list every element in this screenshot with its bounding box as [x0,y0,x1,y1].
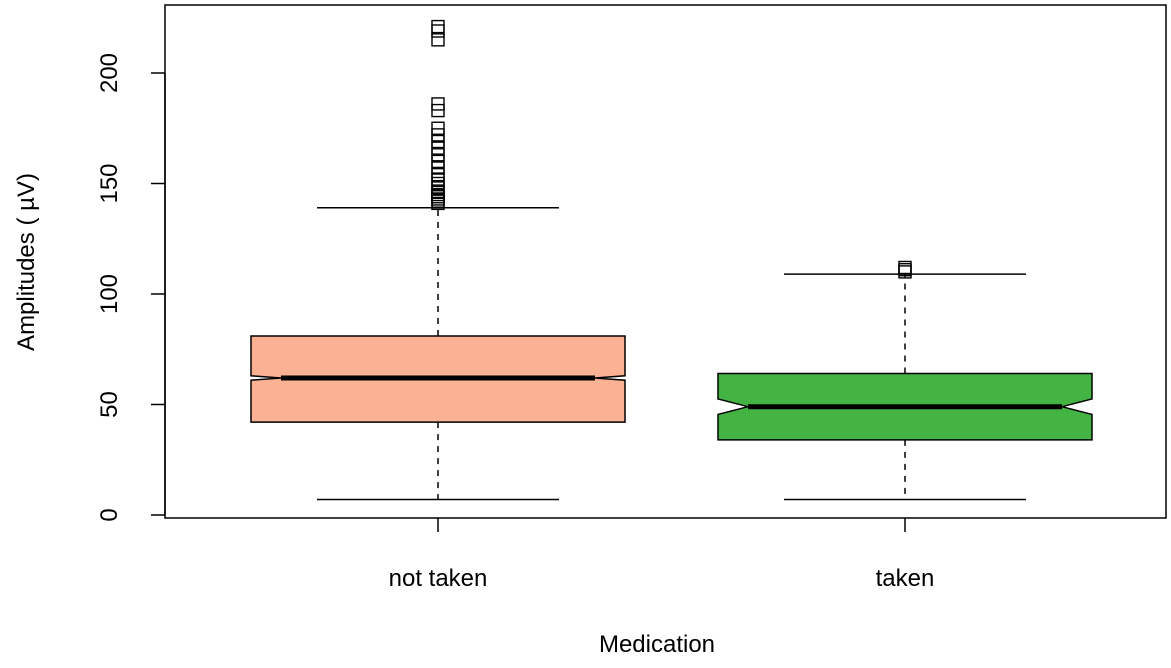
y-tick-label: 100 [96,274,123,314]
outlier-point [431,176,445,191]
outlier-point [431,97,445,111]
box-taken [717,260,1093,501]
outlier-point [431,24,445,38]
y-tick-label: 50 [96,391,123,418]
outlier-point [431,33,445,47]
y-tick-label: 200 [96,53,123,93]
x-tick-label: not taken [389,565,488,592]
outlier-point [431,121,445,135]
x-axis: not taken taken [389,518,935,592]
outlier-point [431,19,445,34]
x-tick-label: taken [876,565,935,592]
outlier-point [898,260,912,275]
outlier-point [431,172,445,186]
y-axis: 0 50 100 150 200 [96,53,166,522]
box-series [250,19,1093,501]
plot-frame [164,4,1167,519]
y-tick-label: 150 [96,163,123,203]
box-not-taken [250,19,626,501]
y-tick-label: 0 [96,508,123,521]
y-axis-label: Amplitudes ( µV) [13,173,40,351]
x-axis-label: Medication [599,631,715,658]
